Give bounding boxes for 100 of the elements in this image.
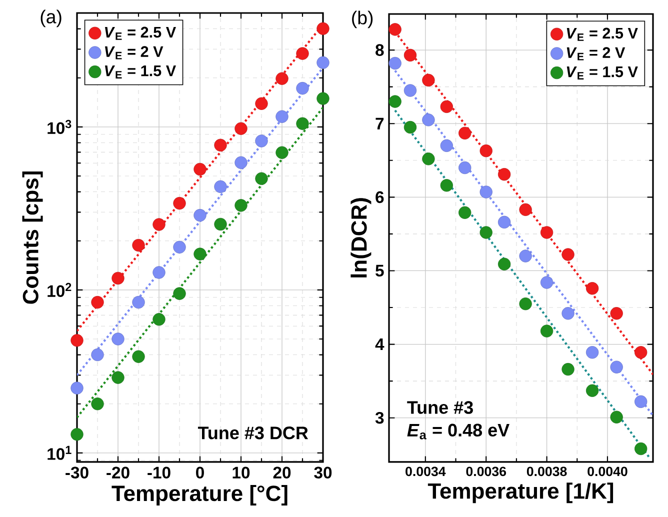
point [388,23,402,36]
point [388,95,402,108]
x-axis-title: Temperature [°C] [112,485,288,506]
x-tick-label: -20 [106,466,130,478]
point [194,208,206,222]
y-tick-label: 7 [376,118,384,130]
point [214,218,227,231]
x-tick-label: -10 [148,466,170,478]
point [112,272,124,285]
point [70,382,84,394]
point [276,146,288,159]
legend-label: V$_{E}$ = 2.5 V [566,28,638,41]
x-tick-label: 0 [196,466,204,478]
point [562,307,574,320]
point [586,346,599,359]
point [152,218,166,231]
y-tick-label: 3 [375,412,384,424]
point [112,332,124,346]
point [194,162,206,176]
point [70,428,84,441]
y-axis-title: Counts [cps] [22,172,43,304]
y-tick-label: 10$^{3}$ [48,120,72,134]
annotation: E$_{a}$ = 0.48 eV [407,424,510,440]
point [480,144,492,158]
chart-title: (b) [352,10,373,28]
x-tick-label: 30 [314,466,332,479]
y-tick-label: 10$^{2}$ [48,282,72,297]
point [152,313,166,326]
point [634,346,648,359]
point [498,258,511,270]
x-tick-label: 10 [232,466,250,478]
point [519,297,532,310]
point [132,350,145,363]
point [610,410,623,424]
legend-label: V$_{E}$ = 2 V [104,46,164,60]
x-tick-label: 20 [273,466,291,478]
point [276,110,288,123]
x-tick-label: 0.0034 [406,466,446,476]
annotation: Tune #3 DCR [198,426,308,440]
point [234,122,248,135]
point [610,307,623,320]
point [152,266,166,279]
point [276,72,288,85]
point [214,180,227,194]
point [234,156,248,169]
point [112,371,124,384]
point [173,287,186,300]
point [458,206,472,219]
x-axis-title: Temperature [1/K] [428,482,614,504]
point [296,117,309,130]
y-axis-title: ln(DCR) [350,198,372,278]
point [458,161,472,174]
point [440,100,453,114]
point [316,56,330,69]
point [422,114,435,126]
point [404,84,417,97]
point [498,216,511,229]
point [610,360,623,374]
point [91,348,104,362]
point [634,442,648,456]
point [634,395,648,408]
point [132,296,145,309]
point [388,56,402,70]
point [132,238,145,252]
point [316,92,330,105]
point [586,282,599,295]
point [316,22,330,35]
point [70,334,84,347]
x-tick-label: 0.0038 [526,466,567,476]
point [173,196,186,210]
x-tick-label: 0.0036 [466,466,506,476]
point [519,250,532,262]
point [440,179,453,192]
point [458,126,472,140]
point [562,362,574,376]
point [480,226,492,239]
point [91,296,104,309]
y-tick-label: 4 [375,338,384,350]
point [404,48,417,62]
legend-label: V$_{E}$ = 1.5 V [566,66,638,80]
annotation: Tune #3 [407,401,473,414]
point [91,398,104,410]
point [540,276,554,289]
y-tick-label: 10$^{1}$ [48,446,72,460]
y-tick-label: 6 [376,191,384,204]
point [540,324,554,338]
x-tick-label: -30 [66,466,88,479]
point [586,384,599,397]
point [296,47,309,60]
point [255,97,268,110]
point [173,240,186,254]
chart-title: (a) [40,10,62,28]
point [480,186,492,198]
point [422,74,435,87]
point [296,82,309,95]
point [255,172,268,185]
point [404,120,417,134]
y-tick-label: 8 [376,44,384,56]
point [194,248,206,260]
y-tick-label: 5 [376,264,384,277]
